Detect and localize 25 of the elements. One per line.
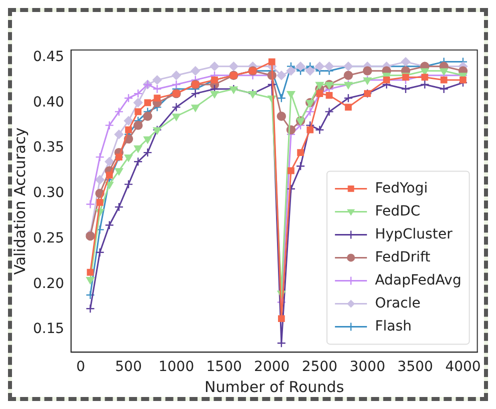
x-tick-label: 500 <box>115 359 142 376</box>
x-tick-label: 0 <box>76 359 86 376</box>
x-tick-label: 3000 <box>350 359 386 376</box>
legend-label: FedDC <box>374 203 421 220</box>
y-tick-label: 0.45 <box>33 48 64 65</box>
x-tick-label: 4000 <box>445 359 481 376</box>
legend-label: FedDrift <box>374 249 431 266</box>
y-tick-label: 0.20 <box>33 276 64 292</box>
y-tick-label: 0.40 <box>33 94 64 110</box>
y-tick-label: 0.35 <box>33 140 64 156</box>
x-tick-label: 1000 <box>158 359 194 376</box>
y-tick-label: 0.25 <box>33 230 64 246</box>
y-tick-label: 0.15 <box>33 321 64 338</box>
x-axis-title: Number of Rounds <box>204 378 344 396</box>
x-tick-label: 1500 <box>206 359 242 376</box>
x-tick-label: 2500 <box>302 359 338 376</box>
x-tick-label: 2000 <box>254 359 290 376</box>
legend-label: AdapFedAvg <box>374 272 462 288</box>
y-axis-title: Validation Accuracy <box>10 127 29 275</box>
legend-label: Oracle <box>374 295 420 312</box>
legend-label: FedYogi <box>374 180 428 196</box>
y-tick-label: 0.30 <box>33 185 64 202</box>
x-tick-label: 3500 <box>397 359 434 376</box>
legend-label: Flash <box>374 318 412 334</box>
legend-label: HypCluster <box>374 226 453 242</box>
